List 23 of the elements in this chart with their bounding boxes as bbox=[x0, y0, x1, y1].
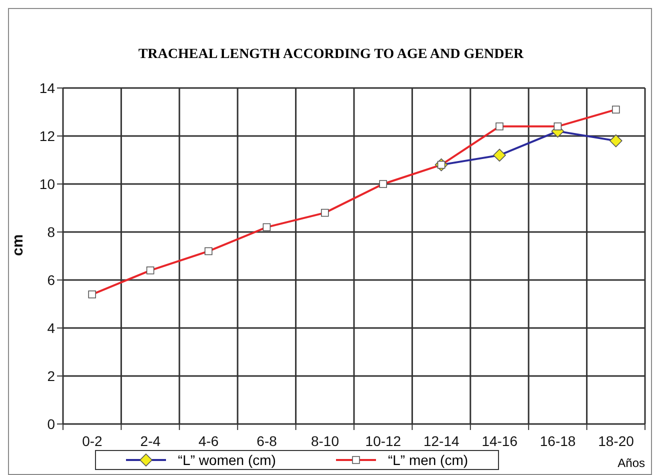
x-tick-label: 6-8 bbox=[256, 433, 278, 449]
x-tick-label: 12-14 bbox=[423, 433, 460, 449]
y-tick-label: 2 bbox=[47, 368, 56, 384]
x-tick-label: 14-16 bbox=[482, 433, 518, 449]
legend-label: “L” women (cm) bbox=[176, 452, 276, 468]
y-axis-title: cm bbox=[9, 234, 26, 256]
x-tick-label: 10-12 bbox=[365, 433, 402, 449]
y-tick-label: 0 bbox=[47, 416, 56, 432]
x-tick-label: 8-10 bbox=[310, 433, 340, 449]
y-tick-label: 8 bbox=[47, 224, 56, 240]
x-tick-label: 18-20 bbox=[598, 433, 634, 449]
text: Años bbox=[618, 456, 645, 470]
x-tick-label: 0-2 bbox=[82, 433, 103, 449]
y-tick-label: 4 bbox=[47, 320, 56, 336]
y-tick-label: 10 bbox=[39, 176, 56, 192]
y-tick-label: 12 bbox=[39, 128, 56, 144]
y-tick-label: 6 bbox=[47, 272, 56, 288]
y-tick-label: 14 bbox=[39, 80, 56, 96]
x-tick-label: 16-18 bbox=[540, 433, 576, 449]
x-tick-label: 4-6 bbox=[198, 433, 219, 449]
x-tick-label: 2-4 bbox=[140, 433, 161, 449]
chart-title: TRACHEAL LENGTH ACCORDING TO AGE AND GENDER bbox=[137, 47, 525, 63]
legend-label: “L” men (cm) bbox=[386, 452, 468, 468]
